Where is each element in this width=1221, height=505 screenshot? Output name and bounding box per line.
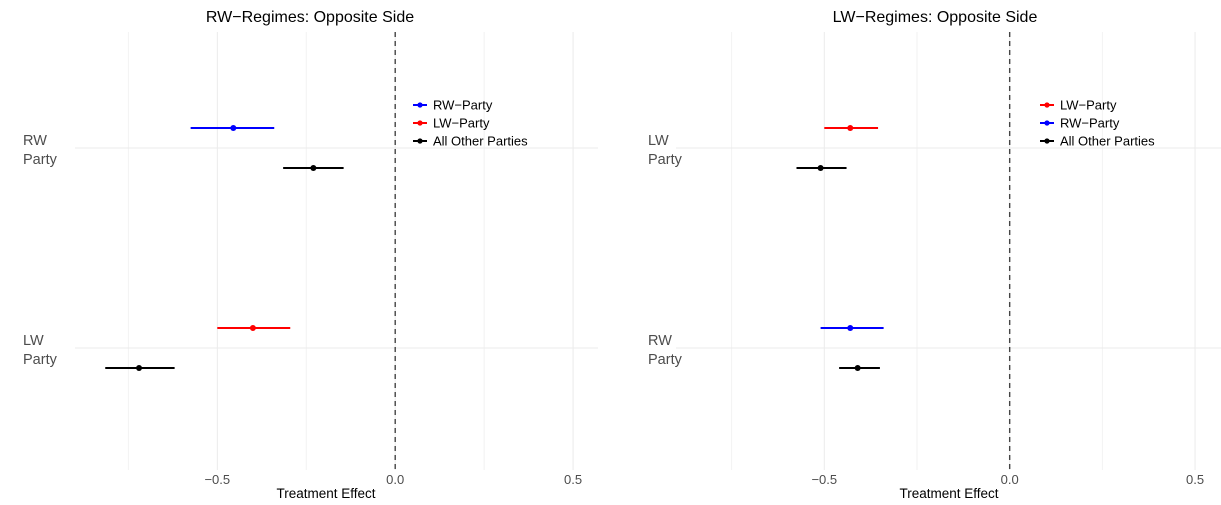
point-estimate xyxy=(854,365,861,371)
legend-label: All Other Parties xyxy=(433,134,528,149)
point-estimate xyxy=(230,125,237,131)
legend: RW−Party LW−Party All Other Parties xyxy=(413,98,528,149)
point-estimate xyxy=(249,325,256,331)
legend-label: All Other Parties xyxy=(1060,134,1155,149)
legend: LW−Party RW−Party All Other Parties xyxy=(1040,98,1155,149)
x-tick-label: 0.5 xyxy=(1186,472,1204,487)
y-category-label: RW xyxy=(648,333,672,349)
x-axis-label: Treatment Effect xyxy=(899,486,998,501)
point-estimate xyxy=(847,125,854,131)
y-category-label: Party xyxy=(648,352,683,368)
point-estimate xyxy=(310,165,317,171)
chart-title: LW−Regimes: Opposite Side xyxy=(833,9,1038,26)
y-category-label: Party xyxy=(23,352,58,368)
legend-key-dot xyxy=(1044,102,1050,108)
y-category-label: LW xyxy=(648,133,669,149)
x-tick-label: −0.5 xyxy=(811,472,837,487)
legend-label: LW−Party xyxy=(433,116,490,131)
point-estimate xyxy=(817,165,824,171)
point-estimate xyxy=(136,365,143,371)
x-tick-label: 0.0 xyxy=(1001,472,1019,487)
legend-key-dot xyxy=(417,102,423,108)
gridlines xyxy=(75,32,598,470)
panel-lw-regimes: LW−Regimes: Opposite Side Treatment Effe… xyxy=(648,9,1221,501)
x-tick-label: 0.5 xyxy=(564,472,582,487)
gridlines xyxy=(676,32,1221,470)
x-axis-label: Treatment Effect xyxy=(276,486,375,501)
y-category-label: Party xyxy=(648,152,683,168)
y-category-label: Party xyxy=(23,152,58,168)
y-category-label: LW xyxy=(23,333,44,349)
y-category-label: RW xyxy=(23,133,47,149)
panel-rw-regimes: RW−Regimes: Opposite Side Treatment Effe… xyxy=(23,9,598,501)
chart-title: RW−Regimes: Opposite Side xyxy=(206,9,414,26)
legend-label: LW−Party xyxy=(1060,98,1117,113)
legend-key-dot xyxy=(1044,138,1050,144)
legend-label: RW−Party xyxy=(1060,116,1120,131)
x-tick-label: 0.0 xyxy=(386,472,404,487)
legend-label: RW−Party xyxy=(433,98,493,113)
legend-key-dot xyxy=(1044,120,1050,126)
x-tick-label: −0.5 xyxy=(204,472,230,487)
point-estimate xyxy=(847,325,854,331)
legend-key-dot xyxy=(417,138,423,144)
legend-key-dot xyxy=(417,120,423,126)
